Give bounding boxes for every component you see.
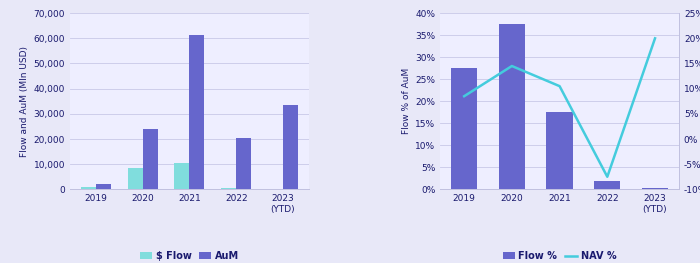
NAV % [555, 85, 564, 88]
Bar [81, 187, 96, 189]
NAV % [651, 37, 659, 40]
Bar [143, 129, 158, 189]
NAV % [508, 64, 516, 68]
Bar [547, 112, 573, 189]
Bar [451, 68, 477, 189]
Legend: Flow %, NAV %: Flow %, NAV % [499, 247, 620, 263]
Bar [190, 34, 204, 189]
Y-axis label: Flow % of AuM: Flow % of AuM [402, 68, 411, 134]
Bar [127, 168, 143, 189]
Bar [236, 138, 251, 189]
Bar [283, 105, 298, 189]
Bar [498, 24, 525, 189]
Line: NAV %: NAV % [464, 38, 655, 177]
NAV % [603, 175, 612, 178]
Bar [594, 180, 620, 189]
Bar [96, 184, 111, 189]
Legend: $ Flow, AuM: $ Flow, AuM [136, 247, 243, 263]
Bar [221, 188, 236, 189]
Y-axis label: Flow and AuM (Mln USD): Flow and AuM (Mln USD) [20, 46, 29, 157]
NAV % [460, 95, 468, 98]
Bar [174, 163, 190, 189]
